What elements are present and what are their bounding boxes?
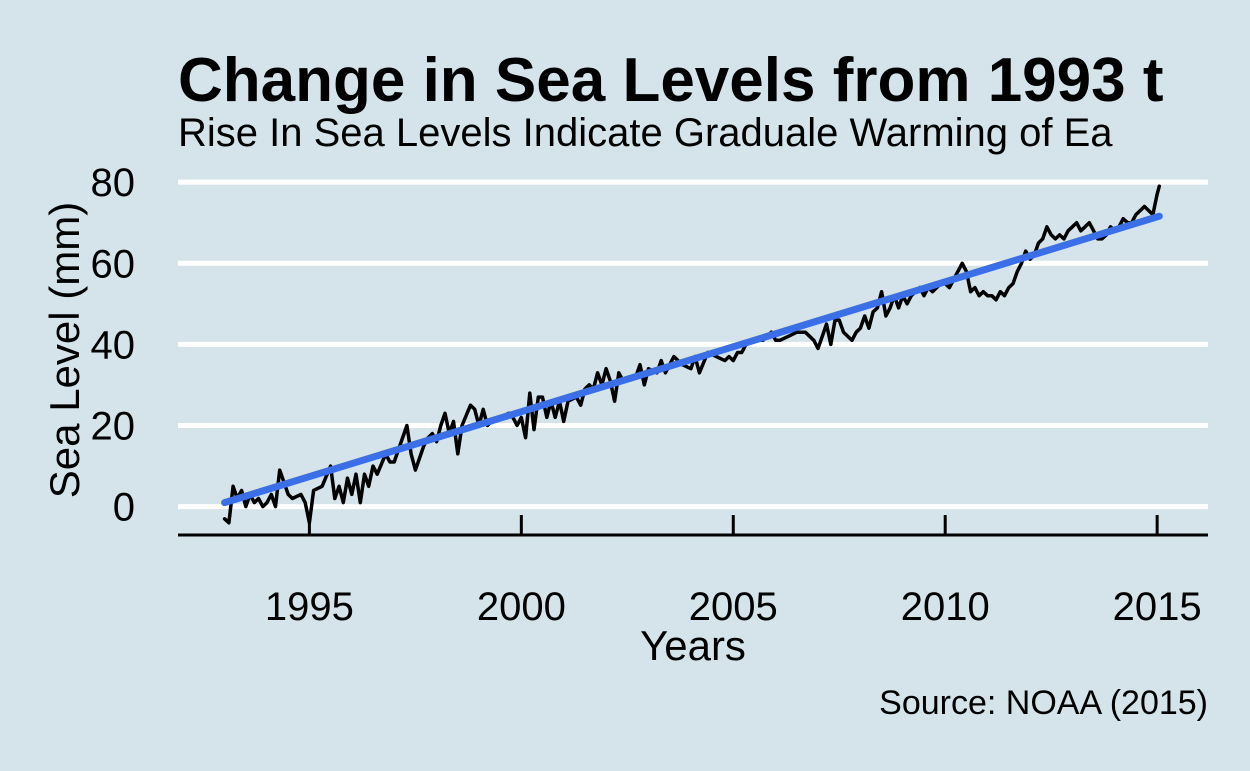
sea-level-line — [222, 184, 1162, 525]
y-axis-label: Sea Level (mm) — [41, 201, 88, 499]
y-tick-label-80: 80 — [91, 161, 136, 205]
series-group — [221, 184, 1163, 525]
y-tick-label-0: 0 — [113, 486, 135, 530]
y-gridlines — [178, 179, 1208, 510]
x-tick-label-2000: 2000 — [477, 585, 566, 629]
y-tick-label-60: 60 — [91, 242, 136, 286]
x-axis-label: Years — [640, 622, 746, 669]
x-tick-label-2015: 2015 — [1113, 585, 1202, 629]
x-tick-label-2010: 2010 — [901, 585, 990, 629]
x-tick-label-1995: 1995 — [265, 585, 354, 629]
y-tick-label-40: 40 — [91, 323, 136, 367]
x-ticks: 1995 2000 2005 2010 2015 — [265, 515, 1202, 629]
chart-subtitle: Rise In Sea Levels Indicate Graduale War… — [178, 111, 1113, 155]
x-tick-label-2005: 2005 — [689, 585, 778, 629]
source-caption: Source: NOAA (2015) — [879, 684, 1208, 722]
y-tick-labels: 0 20 40 60 80 — [91, 161, 136, 529]
chart-title: Change in Sea Levels from 1993 t — [178, 46, 1164, 115]
y-tick-label-20: 20 — [91, 405, 136, 449]
trend-line — [221, 212, 1163, 507]
